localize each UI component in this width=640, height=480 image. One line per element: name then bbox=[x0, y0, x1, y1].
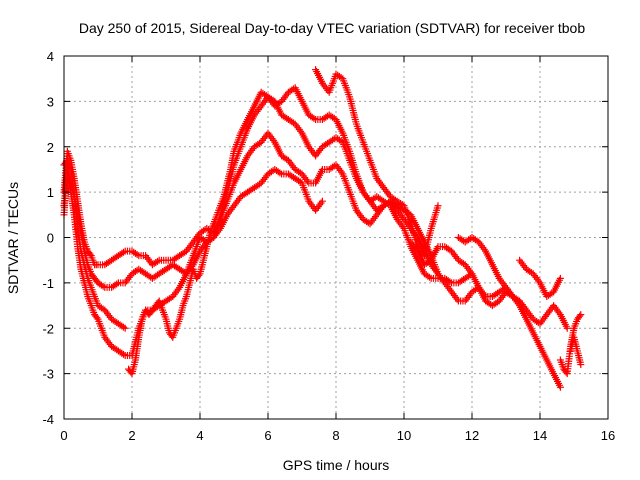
y-tick-label: 4 bbox=[47, 49, 54, 64]
y-tick-label: -2 bbox=[42, 321, 54, 336]
data-point-marker bbox=[120, 248, 127, 256]
data-point-marker bbox=[296, 169, 304, 177]
x-tick-label: 14 bbox=[533, 428, 547, 443]
y-axis-label: SDTVAR / TECUs bbox=[5, 182, 21, 294]
data-point-marker bbox=[577, 361, 585, 369]
data-point-marker bbox=[167, 294, 175, 302]
data-point-marker bbox=[514, 296, 522, 304]
data-point-marker bbox=[556, 383, 564, 391]
series-track-11 bbox=[567, 333, 585, 369]
data-point-marker bbox=[283, 155, 291, 163]
data-point-marker bbox=[534, 319, 542, 327]
data-point-marker bbox=[93, 314, 101, 322]
data-point-marker bbox=[385, 198, 393, 206]
data-point-marker bbox=[99, 305, 107, 313]
data-point-marker bbox=[99, 282, 107, 290]
data-point-marker bbox=[577, 311, 585, 319]
y-tick-label: -3 bbox=[42, 367, 54, 382]
data-point-marker bbox=[290, 119, 297, 127]
data-point-marker bbox=[256, 139, 263, 147]
x-tick-label: 0 bbox=[60, 428, 67, 443]
data-point-marker bbox=[473, 237, 481, 245]
x-tick-label: 12 bbox=[465, 428, 479, 443]
data-point-marker bbox=[528, 269, 535, 277]
data-point-marker bbox=[310, 114, 318, 122]
data-point-marker bbox=[121, 324, 129, 332]
data-point-marker bbox=[318, 197, 326, 205]
data-point-marker bbox=[556, 274, 564, 282]
data-point-marker bbox=[276, 99, 284, 107]
series-track-8 bbox=[454, 234, 571, 332]
data-point-marker bbox=[120, 323, 127, 331]
data-markers bbox=[60, 66, 585, 391]
data-point-marker bbox=[494, 298, 501, 306]
x-tick-label: 6 bbox=[264, 428, 271, 443]
grid-lines bbox=[64, 56, 608, 419]
x-tick-label: 16 bbox=[601, 428, 615, 443]
y-axis-ticks: 4 3 2 1 0 -1 -2 -3 -4 bbox=[42, 49, 608, 427]
x-tick-label: 8 bbox=[332, 428, 339, 443]
data-point-marker bbox=[195, 271, 203, 279]
data-point-marker bbox=[563, 324, 571, 332]
series-track-6 bbox=[312, 66, 442, 260]
data-point-marker bbox=[256, 180, 263, 188]
y-tick-label: 0 bbox=[47, 231, 54, 246]
x-axis-ticks: 0 2 4 6 8 10 12 14 16 bbox=[60, 56, 615, 443]
x-tick-label: 4 bbox=[196, 428, 203, 443]
data-point-marker bbox=[576, 312, 584, 320]
data-point-marker bbox=[446, 278, 454, 286]
data-point-marker bbox=[460, 260, 467, 268]
data-point-marker bbox=[133, 251, 141, 259]
data-point-marker bbox=[330, 162, 338, 170]
x-tick-label: 10 bbox=[397, 428, 411, 443]
chart-title: Day 250 of 2015, Sidereal Day-to-day VTE… bbox=[79, 20, 586, 36]
data-point-marker bbox=[446, 246, 454, 254]
data-point-marker bbox=[276, 169, 284, 177]
series-track-4 bbox=[60, 156, 129, 332]
data-point-marker bbox=[426, 273, 433, 281]
y-tick-label: -1 bbox=[42, 276, 54, 291]
series-track-5 bbox=[125, 84, 517, 378]
data-point-marker bbox=[181, 248, 189, 256]
series-track-7 bbox=[407, 238, 564, 391]
x-tick-label: 2 bbox=[128, 428, 135, 443]
x-axis-label: GPS time / hours bbox=[283, 457, 390, 473]
y-tick-label: 1 bbox=[47, 185, 54, 200]
y-tick-label: -4 bbox=[42, 412, 54, 427]
data-point-marker bbox=[262, 92, 270, 100]
data-point-marker bbox=[120, 350, 127, 358]
y-tick-label: 3 bbox=[47, 94, 54, 109]
data-point-marker bbox=[86, 250, 94, 258]
data-point-marker bbox=[434, 202, 442, 210]
series-track-9 bbox=[516, 256, 564, 300]
data-point-marker bbox=[113, 280, 121, 288]
data-point-marker bbox=[364, 219, 372, 227]
data-point-marker bbox=[154, 257, 161, 265]
y-tick-label: 2 bbox=[47, 140, 54, 155]
